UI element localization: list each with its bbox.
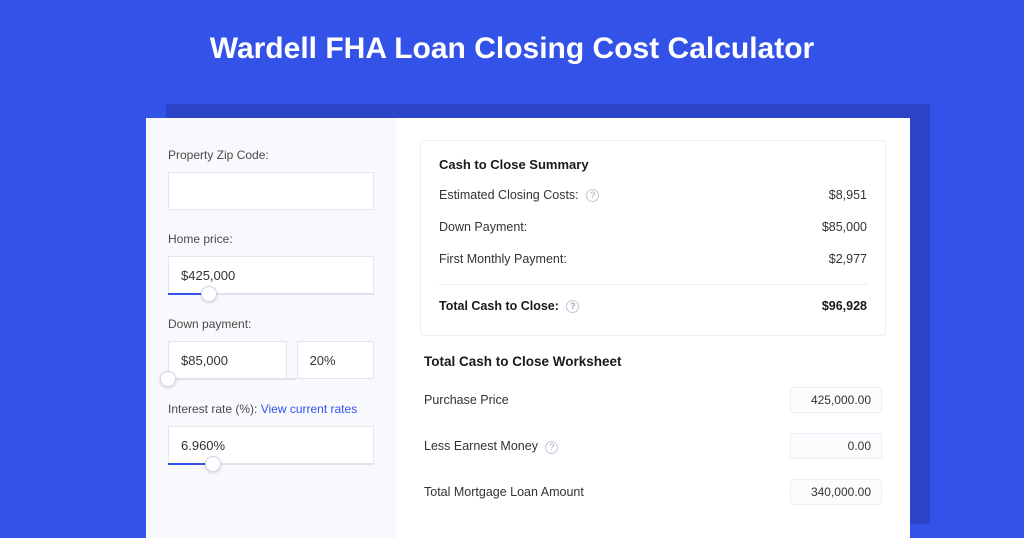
summary-row-first-payment: First Monthly Payment: $2,977: [439, 252, 867, 284]
results-panel: Cash to Close Summary Estimated Closing …: [396, 118, 910, 538]
interest-rate-slider-thumb[interactable]: [205, 456, 221, 472]
summary-heading: Cash to Close Summary: [439, 157, 867, 172]
down-payment-label: Down payment:: [168, 317, 374, 331]
help-icon[interactable]: ?: [566, 300, 579, 313]
summary-value: $2,977: [829, 252, 867, 266]
worksheet-label: Total Mortgage Loan Amount: [424, 485, 584, 499]
home-price-field-group: Home price:: [168, 232, 374, 295]
cash-to-close-summary: Cash to Close Summary Estimated Closing …: [420, 140, 886, 336]
interest-rate-slider[interactable]: [168, 463, 374, 465]
help-icon[interactable]: ?: [545, 441, 558, 454]
zip-field-group: Property Zip Code:: [168, 148, 374, 210]
zip-label: Property Zip Code:: [168, 148, 374, 162]
worksheet-value: 0.00: [790, 433, 882, 459]
worksheet-row-earnest-money: Less Earnest Money ? 0.00: [420, 433, 886, 479]
home-price-label: Home price:: [168, 232, 374, 246]
worksheet-row-purchase-price: Purchase Price 425,000.00: [420, 387, 886, 433]
summary-value: $85,000: [822, 220, 867, 234]
summary-value: $8,951: [829, 188, 867, 202]
home-price-slider[interactable]: [168, 293, 374, 295]
summary-total-label: Total Cash to Close:: [439, 299, 559, 313]
summary-row-total: Total Cash to Close: ? $96,928: [439, 284, 867, 331]
page-title: Wardell FHA Loan Closing Cost Calculator: [0, 0, 1024, 94]
worksheet-value: 425,000.00: [790, 387, 882, 413]
down-payment-percent-input[interactable]: [297, 341, 374, 379]
help-icon[interactable]: ?: [586, 189, 599, 202]
summary-label: Down Payment:: [439, 220, 527, 234]
calculator-card: Property Zip Code: Home price: Down paym…: [146, 118, 910, 538]
down-payment-field-group: Down payment:: [168, 317, 374, 380]
down-payment-slider[interactable]: [168, 378, 296, 380]
worksheet-heading: Total Cash to Close Worksheet: [424, 354, 886, 369]
inputs-panel: Property Zip Code: Home price: Down paym…: [146, 118, 396, 538]
zip-input[interactable]: [168, 172, 374, 210]
summary-row-closing-costs: Estimated Closing Costs: ? $8,951: [439, 188, 867, 220]
worksheet-label: Less Earnest Money: [424, 439, 538, 453]
interest-rate-input[interactable]: [168, 426, 374, 464]
interest-rate-label: Interest rate (%): View current rates: [168, 402, 374, 416]
down-payment-slider-thumb[interactable]: [160, 371, 176, 387]
worksheet-value: 340,000.00: [790, 479, 882, 505]
worksheet-label: Purchase Price: [424, 393, 509, 407]
interest-rate-label-text: Interest rate (%):: [168, 402, 261, 416]
home-price-input[interactable]: [168, 256, 374, 294]
worksheet-row-mortgage-amount: Total Mortgage Loan Amount 340,000.00: [420, 479, 886, 525]
summary-total-value: $96,928: [822, 299, 867, 313]
summary-label: Estimated Closing Costs:: [439, 188, 579, 202]
interest-rate-field-group: Interest rate (%): View current rates: [168, 402, 374, 465]
home-price-slider-thumb[interactable]: [201, 286, 217, 302]
summary-row-down-payment: Down Payment: $85,000: [439, 220, 867, 252]
view-current-rates-link[interactable]: View current rates: [261, 402, 358, 416]
down-payment-amount-input[interactable]: [168, 341, 287, 379]
summary-label: First Monthly Payment:: [439, 252, 567, 266]
